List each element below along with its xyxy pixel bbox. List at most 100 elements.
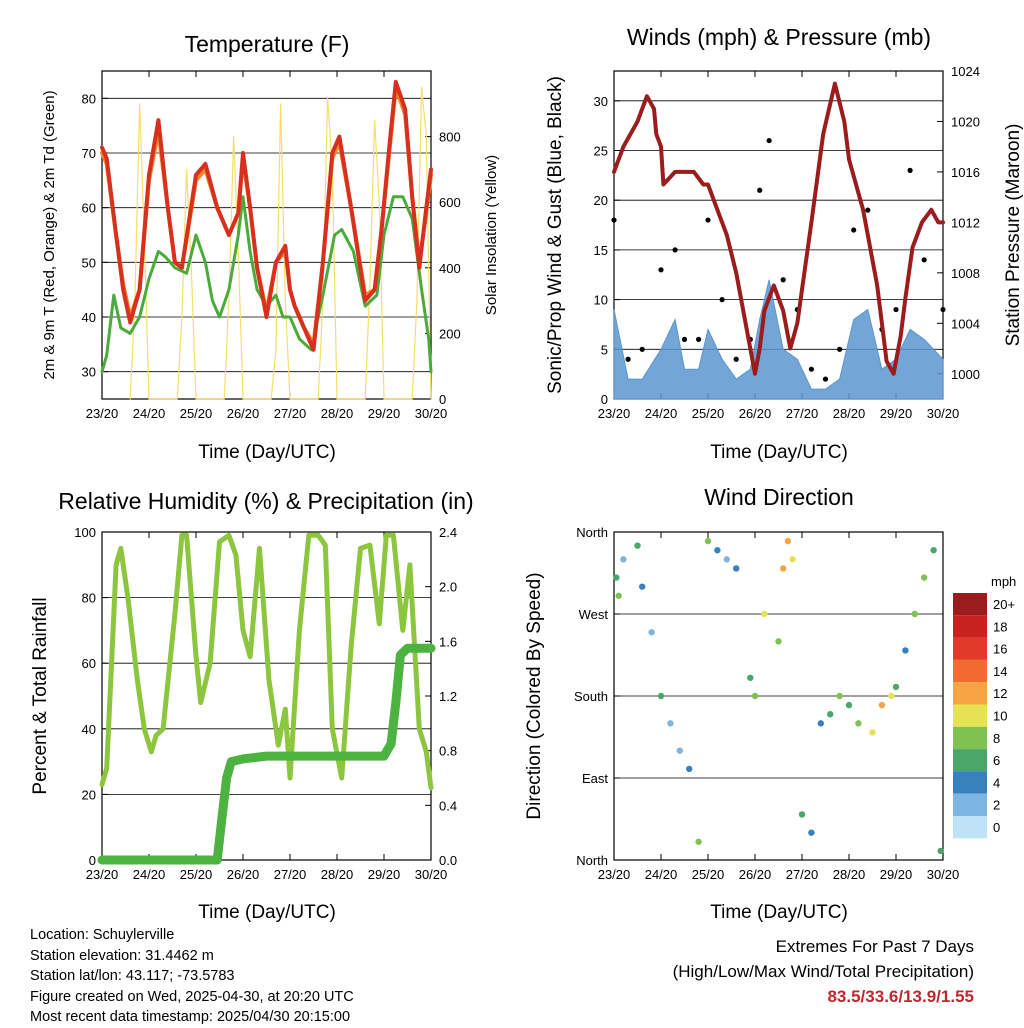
temperature-ytick-label-right: 200 [439, 326, 461, 341]
direction-point [921, 574, 928, 581]
direction-point [817, 720, 824, 727]
gust-point [757, 187, 763, 193]
colorbar-swatch [953, 659, 987, 683]
humidity-xtick-label: 27/20 [274, 867, 307, 882]
direction-point [733, 565, 740, 572]
pressure-line [612, 81, 945, 376]
rh-line [99, 532, 434, 791]
created-text: Figure created on Wed, 2025-04-30, at 20… [30, 988, 354, 1005]
direction-point [827, 711, 834, 718]
gust-point [719, 297, 725, 303]
temperature-ytick-label-right: 800 [439, 130, 461, 145]
winds-xtick-label: 28/20 [833, 406, 866, 421]
temp-2m-line [100, 79, 433, 352]
humidity-ytick-label-left: 0 [89, 853, 96, 868]
direction-point [798, 811, 806, 818]
colorbar-swatch [953, 726, 987, 750]
gust-point [625, 356, 631, 362]
humidity-ytick-label-right: 2.4 [439, 525, 457, 540]
gust-point [822, 376, 829, 382]
temperature-ytick-label-right: 0 [439, 392, 446, 407]
direction-point [676, 747, 683, 754]
winds-ytick-label-right: 1024 [951, 64, 980, 79]
gust-point [733, 356, 739, 362]
humidity-ytick-label-left: 20 [82, 787, 96, 802]
winds-ytick-label-left: 15 [594, 243, 608, 258]
temperature-title: Temperature (F) [185, 31, 350, 57]
temperature-xtick-label: 29/20 [368, 406, 401, 421]
direction-xtick-label: 29/20 [880, 867, 913, 882]
gust-point [766, 137, 772, 144]
gust-point [696, 336, 702, 342]
winds-ytick-label-left: 20 [594, 193, 608, 208]
winds-xtick-label: 24/20 [645, 406, 678, 421]
winds-xtick-label: 26/20 [739, 406, 772, 421]
temperature-y2-title: Solar Insolation (Yellow) [483, 155, 500, 315]
gust-point [851, 227, 857, 233]
direction-y-title: Direction (Colored By Speed) [524, 572, 545, 819]
winds-ytick-label-left: 30 [594, 94, 608, 109]
extremes-title: Extremes For Past 7 Days [775, 937, 974, 956]
temperature-ytick-label-right: 600 [439, 195, 461, 210]
temperature-xtick-label: 30/20 [415, 406, 448, 421]
winds-ytick-label-right: 1016 [951, 165, 980, 180]
temperature-x-title: Time (Day/UTC) [198, 442, 336, 463]
precip-line [97, 643, 436, 865]
direction-ytick-label-left: North [576, 853, 608, 868]
winds-ytick-label-right: 1000 [951, 367, 980, 382]
winds-ytick-label-left: 0 [601, 392, 608, 407]
direction-point [639, 583, 646, 590]
gust-point [907, 167, 913, 173]
colorbar-swatch [953, 793, 987, 816]
direction-xtick-label: 30/20 [927, 867, 960, 882]
extremes-values: 83.5/33.6/13.9/1.55 [827, 987, 974, 1006]
humidity-ytick-label-left: 40 [82, 722, 96, 737]
direction-xtick-label: 27/20 [786, 867, 819, 882]
temperature-xtick-label: 26/20 [227, 406, 260, 421]
latest-text: Most recent data timestamp: 2025/04/30 2… [30, 1009, 351, 1025]
humidity-ytick-label-left: 80 [82, 591, 96, 606]
gust-point [658, 267, 664, 273]
gust-point [921, 257, 927, 263]
direction-point [695, 838, 702, 845]
direction-point [789, 556, 796, 563]
colorbar-label: 20+ [993, 597, 1015, 612]
colorbar-swatch [953, 816, 987, 839]
direction-title: Wind Direction [704, 484, 854, 510]
temperature-ytick-label-left: 80 [82, 91, 96, 106]
humidity-ytick-label-right: 1.6 [439, 634, 457, 649]
plots: 23/20 24/20 25/20 26/20 27/20 28/20 29/20 30/20… [74, 64, 1015, 882]
winds-ytick-label-right: 1008 [951, 266, 980, 281]
direction-point [620, 556, 627, 563]
humidity-ytick-label-right: 0.8 [439, 744, 457, 759]
direction-ytick-label-left: West [579, 607, 609, 622]
gust-point [808, 366, 815, 372]
direction-point [615, 592, 622, 599]
temperature-xtick-label: 25/20 [180, 406, 213, 421]
direction-point [648, 629, 655, 636]
winds-title: Winds (mph) & Pressure (mb) [627, 24, 931, 50]
humidity-xtick-label: 28/20 [321, 867, 354, 882]
temperature-xtick-label: 27/20 [274, 406, 307, 421]
direction-point [937, 847, 944, 855]
direction-xtick-label: 23/20 [598, 867, 631, 882]
temperature-ytick-label-left: 50 [82, 255, 96, 270]
colorbar-swatch [953, 771, 987, 794]
direction-point [634, 542, 641, 549]
colorbar-label: 4 [993, 775, 1000, 790]
wind-area [613, 279, 944, 400]
winds-ytick-label-left: 10 [594, 293, 608, 308]
winds-y-title: Sonic/Prop Wind & Gust (Blue, Black) [545, 76, 566, 394]
direction-x-title: Time (Day/UTC) [710, 902, 848, 923]
colorbar-title: mph [991, 574, 1016, 589]
winds-xtick-label: 30/20 [927, 406, 960, 421]
direction-point [911, 610, 918, 618]
direction-point [747, 674, 754, 681]
humidity-xtick-label: 30/20 [415, 867, 448, 882]
temperature-ytick-label-left: 30 [82, 365, 96, 380]
humidity-y-title: Percent & Total Rainfall [30, 597, 51, 794]
colorbar-swatch [953, 593, 987, 616]
direction-point [855, 720, 862, 727]
colorbar-label: 14 [993, 664, 1007, 679]
